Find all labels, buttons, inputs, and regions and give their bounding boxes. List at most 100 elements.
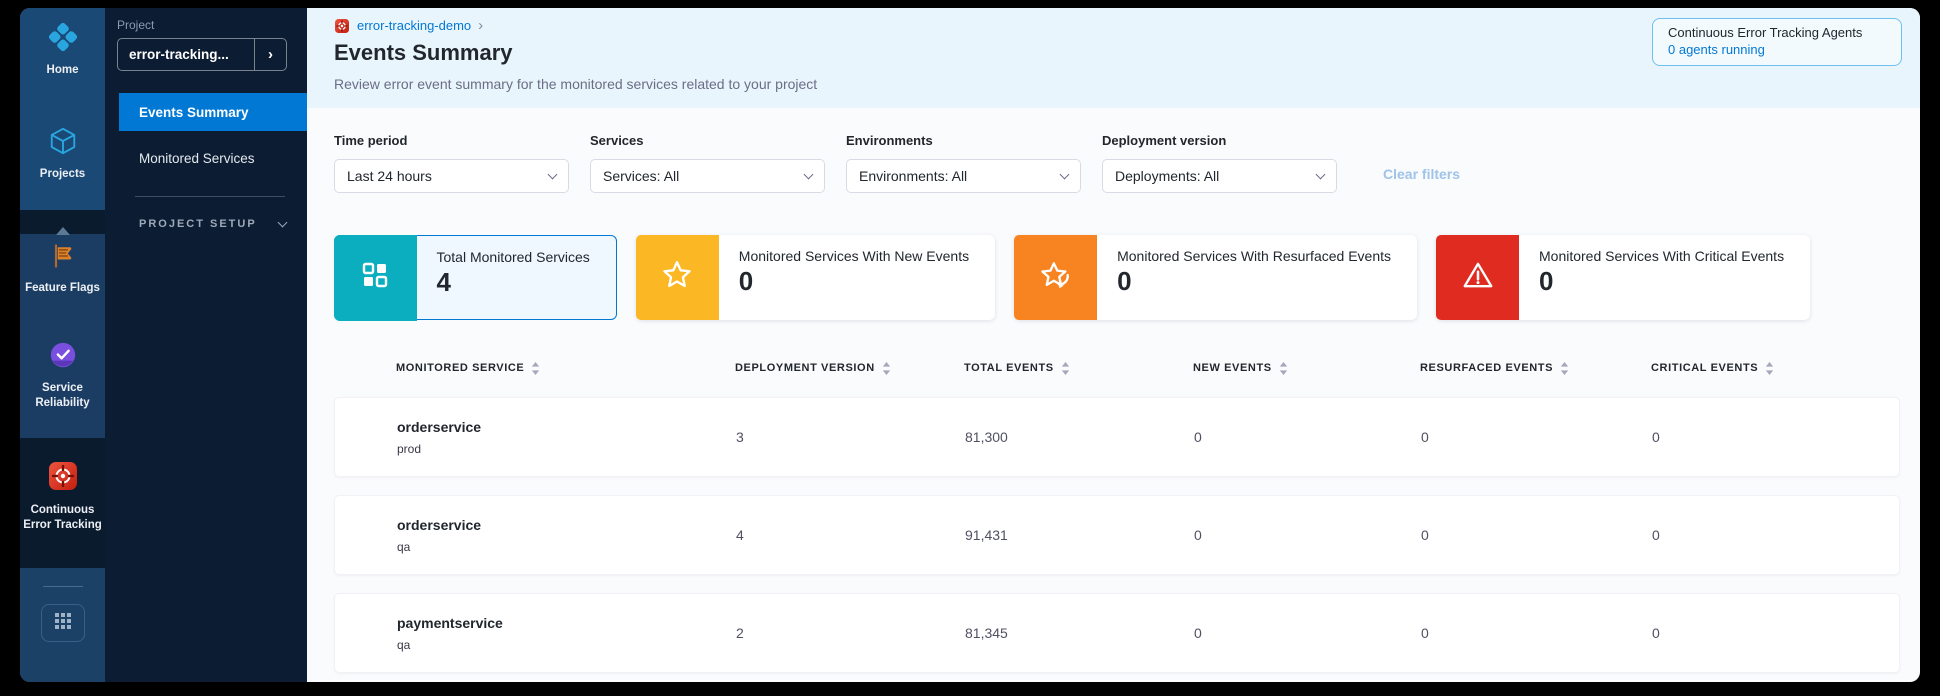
breadcrumb: error-tracking-demo › [334,17,483,34]
card-value: 0 [1117,266,1132,296]
sidebar-item-service-reliability[interactable]: Service Reliability [20,340,105,411]
cell-deployment-version: 2 [736,625,744,641]
select-value: Deployments: All [1115,168,1220,184]
harness-logo-icon [48,22,78,56]
column-label: DEPLOYMENT VERSION [735,362,875,374]
sidebar-item-label: Service Reliability [35,382,90,409]
cell-resurfaced-events: 0 [1421,429,1429,445]
project-setup-label: PROJECT SETUP [139,218,257,230]
main-content: error-tracking-demo › Events Summary Rev… [307,8,1920,682]
cet-breadcrumb-icon [334,18,350,34]
summary-cards: Total Monitored Services 4 Monitored Ser… [333,234,1811,321]
sidebar-item-continuous-error-tracking[interactable]: Continuous Error Tracking [20,460,105,533]
chevron-down-icon [277,217,288,227]
events-table: MONITORED SERVICE DEPLOYMENT VERSION TOT… [334,357,1900,673]
card-value: 0 [1539,266,1554,296]
environments-select[interactable]: Environments: All [846,159,1081,193]
sidebar-section-mid [20,234,105,438]
card-resurfaced-events[interactable]: Monitored Services With Resurfaced Event… [1014,235,1417,320]
sidebar-item-home[interactable]: Home [20,22,105,78]
column-label: TOTAL EVENTS [964,362,1054,374]
card-total-monitored-services[interactable]: Total Monitored Services 4 [333,234,617,321]
column-header-total-events[interactable]: TOTAL EVENTS [964,361,1193,375]
chevron-right-icon: › [478,17,484,34]
card-value: 0 [738,266,754,296]
sort-arrows-icon [1279,361,1287,375]
apps-grid-button[interactable] [41,604,85,642]
cell-new-events: 0 [1194,527,1202,543]
chevron-down-icon [1315,169,1326,179]
nav-item-label: Monitored Services [139,150,255,166]
table-row[interactable]: orderservice qa 4 91,431 0 0 0 [334,495,1900,575]
sidebar-item-label: Feature Flags [25,282,100,294]
cell-critical-events: 0 [1652,625,1660,641]
card-title: Total Monitored Services [436,249,590,265]
sort-arrows-icon [1766,361,1774,375]
time-period-select[interactable]: Last 24 hours [334,159,569,193]
card-swatch [333,234,417,321]
sidebar-item-label: Projects [39,168,86,180]
card-title: Monitored Services With Resurfaced Event… [1117,248,1391,264]
project-setup-toggle[interactable]: PROJECT SETUP [139,217,288,230]
cell-new-events: 0 [1194,625,1202,641]
filter-label-deployment-version: Deployment version [1102,133,1227,148]
card-swatch [1014,235,1098,320]
deployments-select[interactable]: Deployments: All [1102,159,1337,193]
table-row[interactable]: orderservice prod 3 81,300 0 0 0 [334,397,1900,477]
cell-resurfaced-events: 0 [1421,625,1429,641]
filter-bar: Time period Last 24 hours Services Servi… [334,133,1460,193]
nav-item-events-summary[interactable]: Events Summary [119,93,307,131]
table-row[interactable]: paymentservice qa 2 81,345 0 0 0 [334,593,1900,673]
page-title: Events Summary [334,40,513,65]
column-label: NEW EVENTS [1193,362,1272,374]
clear-filters-link[interactable]: Clear filters [1383,166,1461,182]
cell-resurfaced-events: 0 [1421,527,1429,543]
column-header-critical-events[interactable]: CRITICAL EVENTS [1651,361,1900,375]
cell-critical-events: 0 [1652,527,1660,543]
column-header-deployment-version[interactable]: DEPLOYMENT VERSION [735,361,964,375]
nav-item-monitored-services[interactable]: Monitored Services [119,139,307,177]
collapse-up-icon[interactable] [20,222,105,240]
module-sidebar: Home Projects Feature Flags Service Reli… [20,8,105,682]
project-selector[interactable]: error-tracking... › [117,38,287,71]
cell-total-events: 81,345 [965,625,1008,641]
sort-arrows-icon [882,361,890,375]
sort-arrows-icon [532,361,540,375]
sidebar-item-projects[interactable]: Projects [20,126,105,182]
agents-status-box[interactable]: Continuous Error Tracking Agents 0 agent… [1652,18,1902,66]
sort-arrows-icon [1560,361,1569,375]
filter-label-environments: Environments [846,133,933,148]
cube-icon [48,127,78,160]
sidebar-item-feature-flags[interactable]: Feature Flags [20,242,105,296]
cell-total-events: 81,300 [965,429,1008,445]
target-icon [47,462,79,496]
cell-deployment-version: 4 [736,527,744,543]
service-name: orderservice [397,418,482,435]
chevron-down-icon [547,169,558,179]
select-value: Environments: All [859,168,968,184]
column-header-monitored-service[interactable]: MONITORED SERVICE [396,361,735,375]
warning-triangle-icon [1461,258,1495,297]
agents-box-title: Continuous Error Tracking Agents [1668,25,1863,40]
chevron-right-icon[interactable]: › [254,39,286,70]
service-environment: prod [397,441,422,456]
select-value: Last 24 hours [347,168,432,184]
services-select[interactable]: Services: All [590,159,825,193]
card-new-events[interactable]: Monitored Services With New Events 0 [635,235,996,320]
project-label: Project [117,18,155,32]
column-label: RESURFACED EVENTS [1420,362,1554,374]
sidebar-item-label: Continuous Error Tracking [23,504,102,531]
filter-label-services: Services [590,133,644,148]
reliability-check-icon [48,342,78,374]
card-critical-events[interactable]: Monitored Services With Critical Events … [1436,235,1811,320]
project-name: error-tracking... [129,47,229,62]
breadcrumb-project-link[interactable]: error-tracking-demo [357,18,472,33]
column-header-resurfaced-events[interactable]: RESURFACED EVENTS [1420,361,1651,375]
panel-divider [135,196,285,197]
cell-critical-events: 0 [1652,429,1660,445]
agents-running-link[interactable]: 0 agents running [1668,42,1765,57]
cell-deployment-version: 3 [736,429,744,445]
column-header-new-events[interactable]: NEW EVENTS [1193,361,1420,375]
column-label: MONITORED SERVICE [396,362,525,374]
star-icon [660,258,694,297]
